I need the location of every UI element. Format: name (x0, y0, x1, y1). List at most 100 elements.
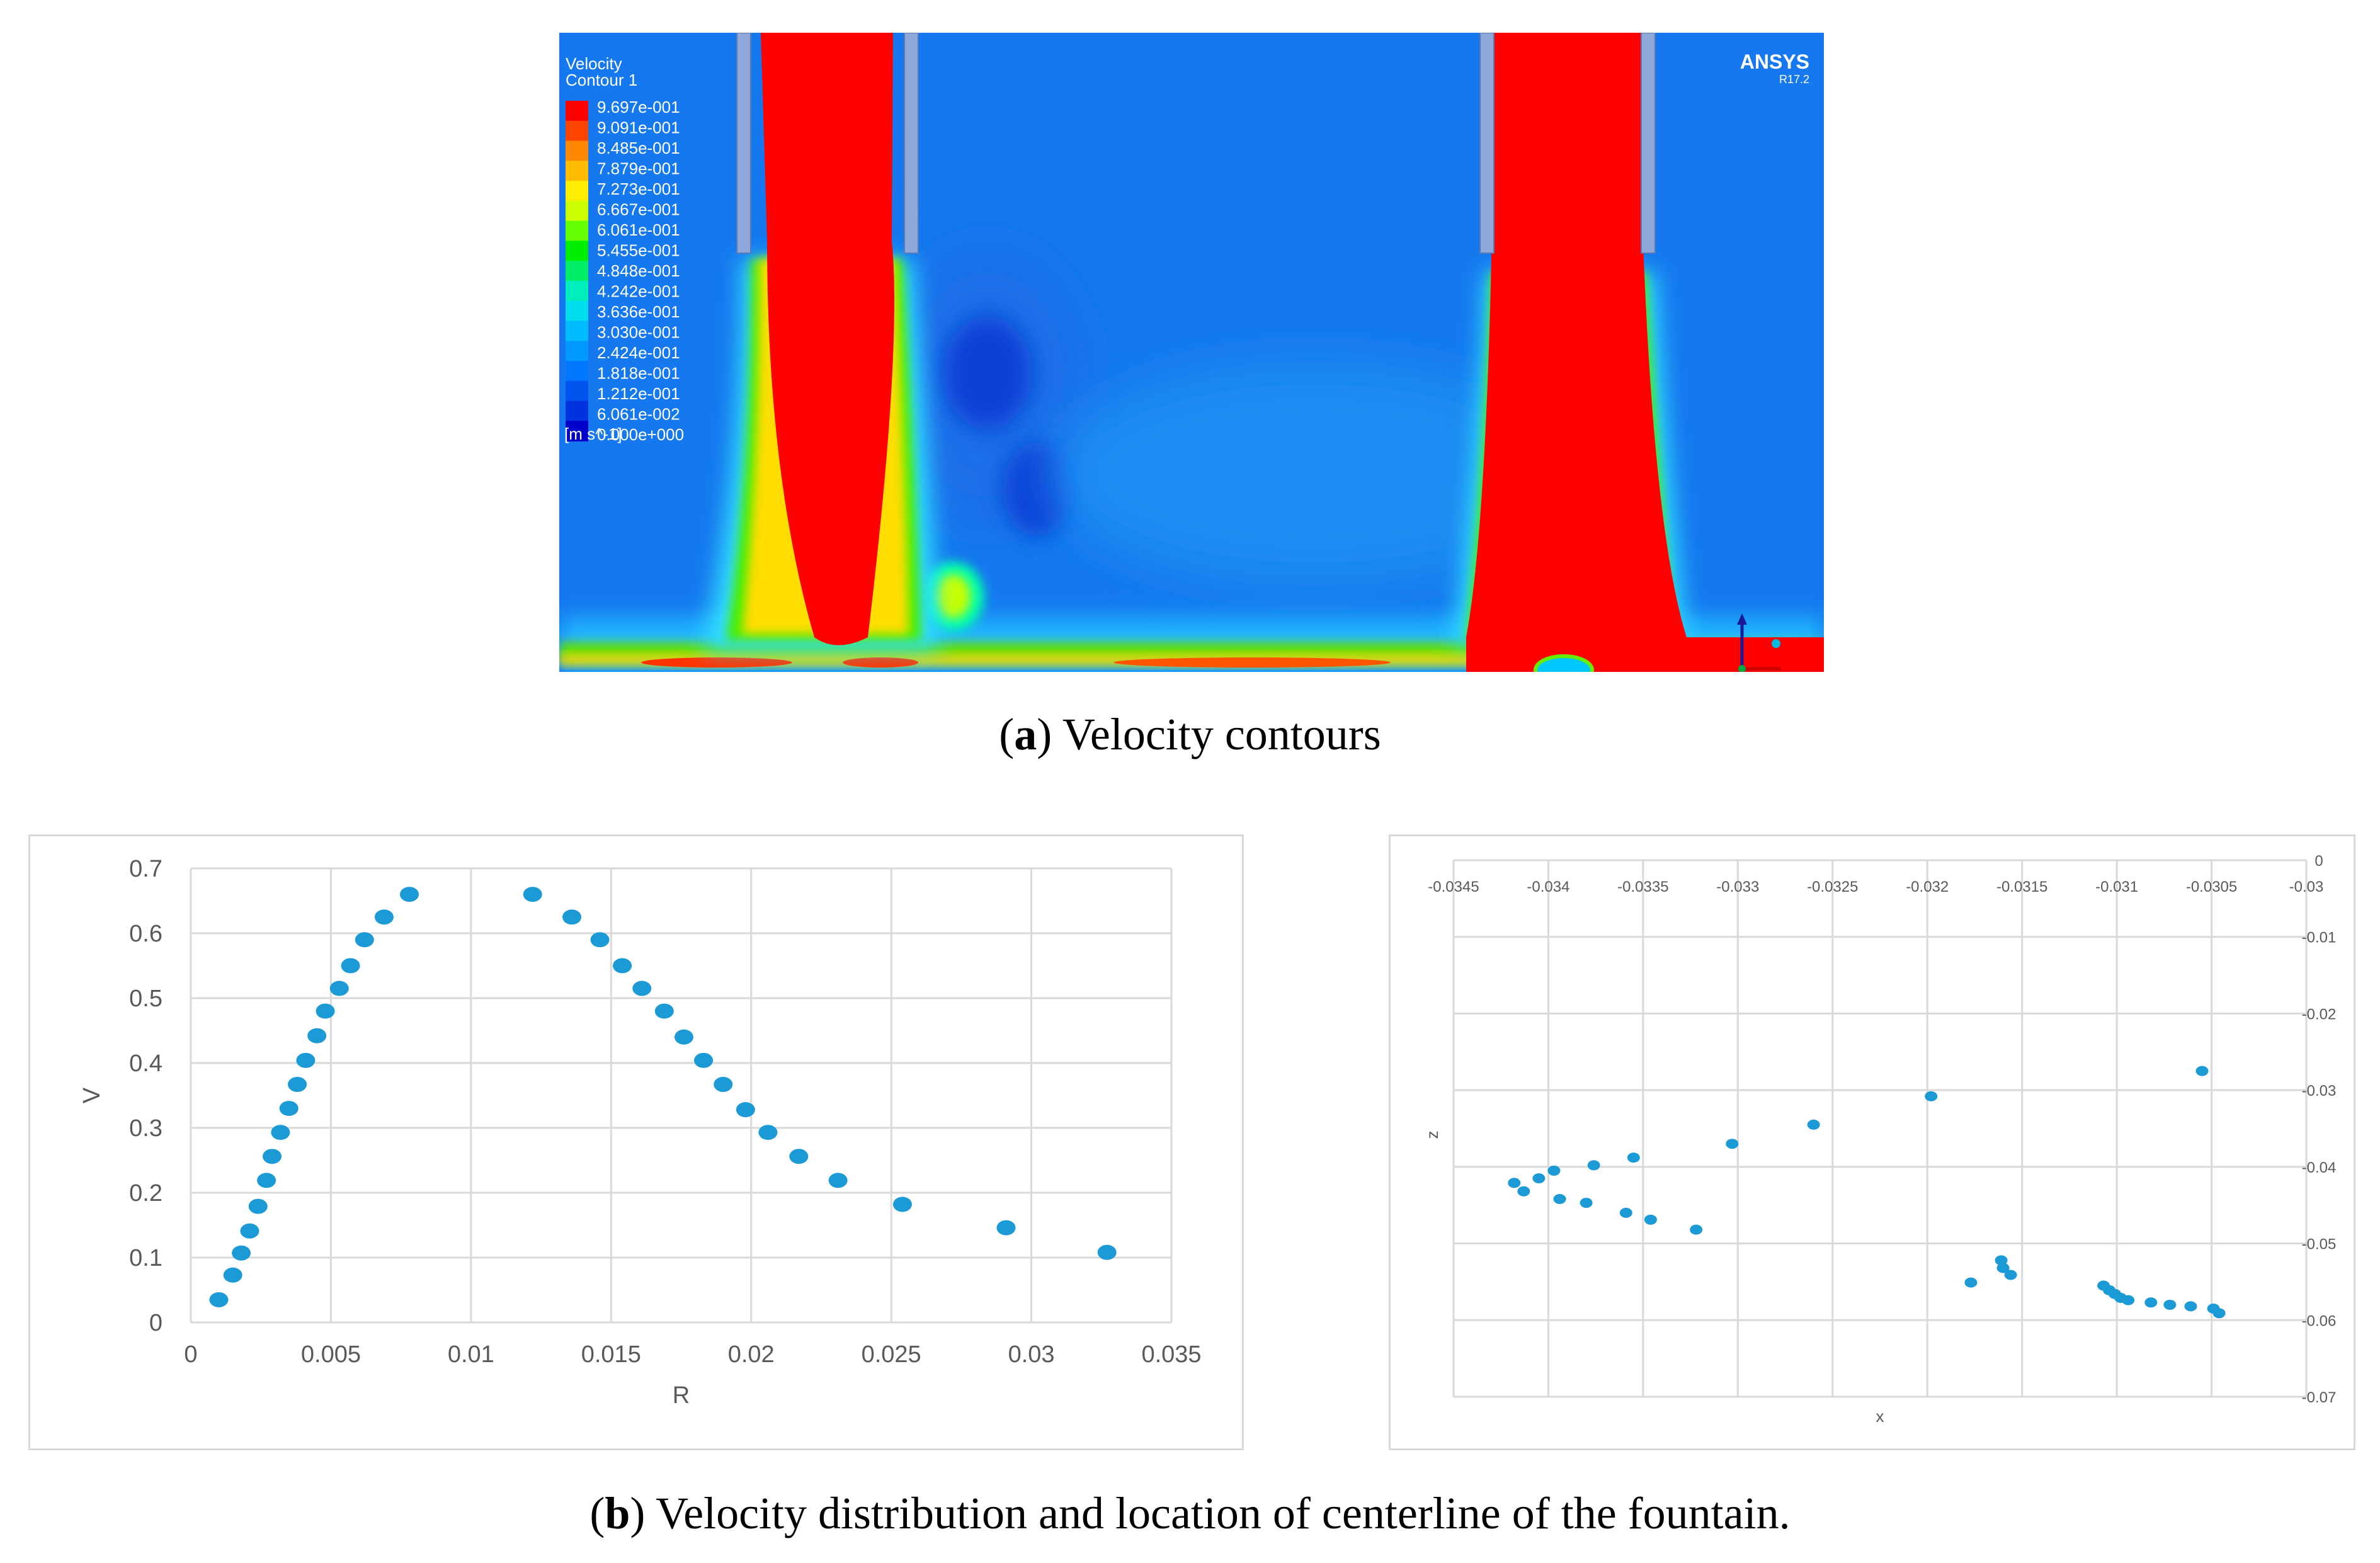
centerline-location-chart: -0.0345 -0.034 -0.0335 -0.033 -0.0325 -0.032 -… (1423, 853, 2337, 1426)
data-point (1627, 1152, 1640, 1163)
legend-value: 7.879e-001 (597, 159, 680, 178)
x-tick-label: -0.03 (2289, 878, 2324, 895)
caption-b-letter: b (605, 1488, 630, 1538)
data-point (562, 909, 582, 925)
floor-right-red (1466, 640, 1824, 672)
caption-b-text: Velocity distribution and location of ce… (645, 1488, 1791, 1538)
data-point (674, 1029, 693, 1045)
mid-field-lighter (1051, 360, 1580, 587)
y-tick-label: 0.7 (129, 856, 162, 882)
x-tick-label: -0.033 (1716, 878, 1759, 895)
data-point (1097, 1244, 1117, 1260)
legend-value: 0.000e+000 (597, 425, 684, 444)
x-tick-label: 0.005 (301, 1341, 361, 1368)
legend-swatch (566, 101, 588, 122)
y-axis-label: V (79, 1087, 105, 1103)
y-tick-label: 0.2 (129, 1180, 162, 1207)
velocity-distribution-chart: 0 0.005 0.01 0.015 0.02 0.025 0.03 0.035 0 0.1 0.2… (79, 856, 1202, 1409)
data-point (1619, 1207, 1632, 1218)
legend-swatch (566, 161, 588, 182)
y-tick-label: 0 (149, 1310, 162, 1336)
data-point (355, 932, 374, 948)
data-point (341, 958, 360, 974)
y-tick-label: 0 (2315, 853, 2323, 870)
data-point (279, 1101, 299, 1117)
legend-swatch (566, 380, 588, 402)
data-point (1587, 1160, 1600, 1171)
legend-value: 8.485e-001 (597, 139, 680, 157)
data-point (1553, 1193, 1566, 1204)
legend-swatch (566, 140, 588, 162)
legend-value: 7.273e-001 (597, 179, 680, 198)
caption-a-letter: a (1014, 709, 1037, 759)
y-axis-label: z (1423, 1131, 1442, 1139)
right-jet-core (1466, 33, 1824, 672)
data-point (232, 1245, 251, 1261)
data-point (714, 1076, 733, 1092)
data-point (1925, 1091, 1938, 1101)
x-tick-label: 0.01 (448, 1341, 494, 1368)
data-point (1508, 1178, 1521, 1188)
data-point (296, 1052, 316, 1068)
y-tick-label: -0.05 (2302, 1236, 2337, 1253)
x-tick-label: 0.03 (1008, 1341, 1055, 1368)
data-point (2122, 1295, 2135, 1305)
nozzle-right-2 (1641, 33, 1656, 254)
x-tick-label: -0.0315 (1996, 878, 2047, 895)
y-tick-label: -0.06 (2302, 1312, 2337, 1329)
triad-z-marker (1772, 639, 1780, 648)
x-axis-label: x (1876, 1407, 1884, 1426)
legend-value: 1.212e-001 (597, 384, 680, 403)
legend-subtitle: Contour 1 (566, 71, 637, 89)
floor-red-streak-2 (843, 657, 918, 668)
triad-origin (1738, 665, 1746, 672)
data-point (2184, 1301, 2197, 1312)
legend-swatch (566, 200, 588, 222)
data-point (209, 1292, 229, 1307)
data-point (263, 1149, 282, 1164)
data-point (316, 1003, 335, 1019)
data-point (1580, 1198, 1593, 1208)
triad-y-arrow (1737, 613, 1747, 625)
x-tick-label: 0.035 (1141, 1341, 1201, 1368)
caption-a-text: Velocity contours (1052, 709, 1381, 759)
data-point (828, 1173, 848, 1188)
legend-value: 2.424e-001 (597, 343, 680, 362)
legend-swatch (566, 341, 588, 361)
legend-value: 4.848e-001 (597, 261, 680, 280)
legend-swatch (566, 261, 588, 281)
data-point (1547, 1165, 1561, 1176)
legend-swatch (566, 181, 588, 202)
data-point (399, 887, 419, 902)
x-tick-label: -0.032 (1906, 878, 1949, 895)
data-point (2212, 1308, 2226, 1319)
y-tick-label: 0.3 (129, 1115, 162, 1142)
legend-swatch (566, 241, 588, 262)
legend-value: 6.667e-001 (597, 200, 680, 219)
nozzle-right-1 (1479, 33, 1495, 254)
data-point (590, 932, 610, 948)
ansys-version: R17.2 (1779, 73, 1809, 86)
y-tick-label: 0.1 (129, 1245, 162, 1271)
legend-value: 1.818e-001 (597, 364, 680, 383)
data-point (307, 1028, 327, 1043)
left-jet-core (761, 33, 895, 645)
legend-value: 9.091e-001 (597, 118, 680, 137)
data-point (1532, 1173, 1546, 1184)
data-point (374, 909, 394, 925)
recirculation-core (935, 574, 971, 618)
caption-a: (a) Velocity contours (999, 709, 1381, 759)
data-point (271, 1125, 290, 1140)
y-tick-label: -0.02 (2302, 1006, 2337, 1023)
data-point (1807, 1119, 1820, 1130)
data-point (694, 1052, 714, 1068)
data-point (1726, 1139, 1739, 1149)
x-tick-label: 0.015 (581, 1341, 641, 1368)
ansys-logo: ANSYS (1740, 50, 1809, 73)
velocity-distribution-frame: 0 0.005 0.01 0.015 0.02 0.025 0.03 0.035 0 0.1 0.2… (28, 834, 1244, 1450)
floor-red-streak-3 (1113, 657, 1391, 668)
legend-unit: [m s^-1] (564, 424, 622, 443)
legend-swatch (566, 120, 588, 142)
